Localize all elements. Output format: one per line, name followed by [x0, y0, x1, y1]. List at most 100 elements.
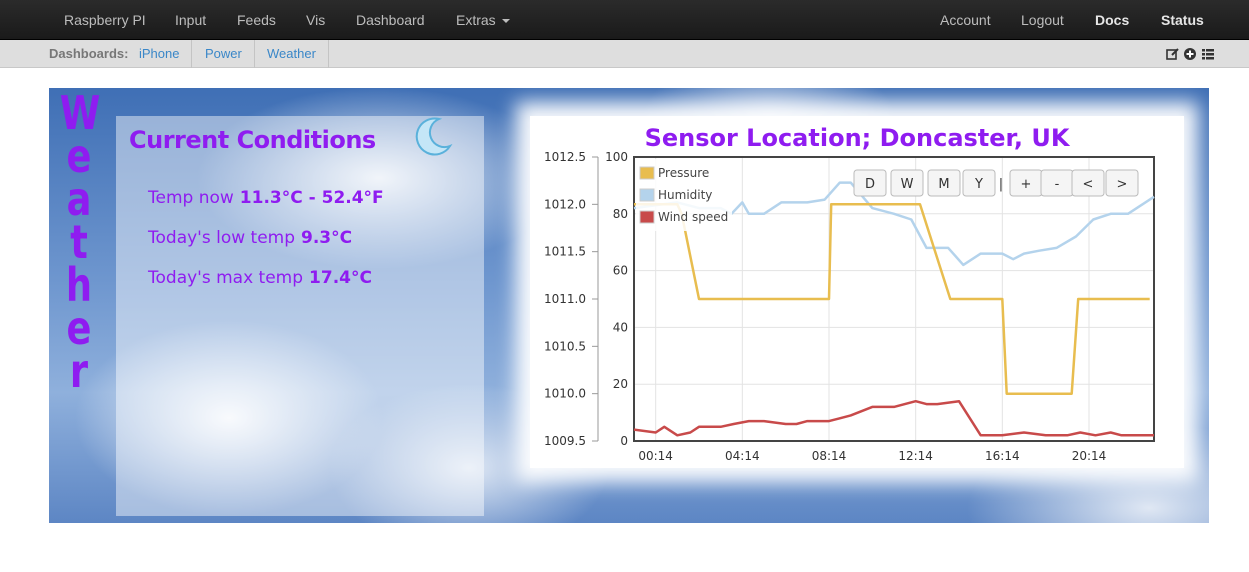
nav-feeds[interactable]: Feeds [237, 12, 276, 28]
y-tick-label-left-axis: 1010.5 [544, 339, 586, 353]
chart-control-button[interactable]: Y [962, 169, 996, 197]
x-tick-label: 08:14 [812, 449, 847, 463]
separator: | [999, 177, 1003, 192]
y-tick-label-left-axis: 1012.5 [544, 150, 586, 164]
max-temp-row: Today's max temp 17.4°C [148, 268, 372, 288]
button-frame [962, 169, 996, 197]
title-letter: r [69, 344, 89, 398]
button-label: M [938, 177, 949, 192]
button-label: D [865, 177, 875, 192]
title-letter: e [66, 129, 92, 183]
x-tick-label: 00:14 [638, 449, 673, 463]
low-temp-value: 9.3°C [301, 228, 353, 248]
button-label: > [1117, 177, 1128, 192]
x-tick-label: 04:14 [725, 449, 760, 463]
max-temp-label: Today's max temp [148, 268, 304, 288]
button-frame [927, 169, 961, 197]
title-letter: W [59, 88, 101, 140]
y-tick-label-right-axis: 60 [613, 264, 628, 278]
nav-docs[interactable]: Docs [1095, 12, 1130, 28]
button-label: Y [974, 177, 983, 192]
legend-label: Wind speed [658, 210, 728, 224]
chart-control-button[interactable]: - [1040, 169, 1074, 197]
legend-label: Pressure [658, 166, 709, 180]
temp-now-value: 11.3°C - 52.4°F [239, 188, 384, 208]
chart-control-button[interactable]: + [1009, 169, 1043, 197]
y-tick-label-left-axis: 1011.0 [544, 292, 586, 306]
nav-dashboard[interactable]: Dashboard [356, 12, 425, 28]
legend-label: Humidity [658, 188, 712, 202]
title-letter: t [70, 215, 88, 269]
current-conditions-title: Current Conditions [129, 126, 376, 154]
low-temp-row: Today's low temp 9.3°C [148, 228, 352, 248]
max-temp-value: 17.4°C [309, 268, 372, 288]
y-tick-label-left-axis: 1010.0 [544, 387, 586, 401]
temp-now-label: Temp now [148, 188, 234, 208]
chart-control-button[interactable]: M [927, 169, 961, 197]
low-temp-label: Today's low temp [148, 228, 296, 248]
chart-series [633, 181, 1155, 437]
chart-control-button[interactable]: < [1071, 169, 1105, 197]
weather-dashboard-panel: W e a t h e r Current Conditions Temp no… [49, 88, 1209, 523]
multigraph-chart[interactable]: 100 80 60 40 20 0 1012.5 1012.0 1011.5 1011.0 1010… [530, 116, 1184, 468]
y-tick-label-right-axis: 80 [613, 207, 628, 221]
legend-swatch [639, 210, 655, 224]
chart-control-button[interactable]: W [890, 169, 924, 197]
dashboards-bar: Dashboards: iPhone Power Weather [0, 40, 1249, 68]
plot-border [633, 156, 1155, 442]
temp-now-row: Temp now 11.3°C - 52.4°F [148, 188, 384, 208]
nav-account[interactable]: Account [940, 12, 991, 28]
series-line-wind-speed [633, 399, 1154, 437]
series-line-humidity [633, 181, 1155, 267]
x-tick-label: 20:14 [1072, 449, 1107, 463]
nav-raspberry-pi[interactable]: Raspberry PI [64, 12, 146, 28]
dashboard-link-weather[interactable]: Weather [255, 40, 329, 68]
edit-icon[interactable] [1166, 47, 1180, 61]
chart-legend: Pressure Humidity Wind speed [636, 159, 732, 231]
chart-axes: 100 80 60 40 20 0 1012.5 1012.0 1011.5 1011.0 1010… [544, 150, 1155, 463]
title-letter: h [65, 258, 93, 312]
legend-swatch [639, 166, 655, 180]
button-label: + [1021, 177, 1032, 192]
nav-extras[interactable]: Extras [456, 0, 510, 40]
list-icon[interactable] [1201, 47, 1215, 61]
y-tick-label-left-axis: 1012.0 [544, 197, 586, 211]
title-letter: a [66, 172, 92, 226]
chevron-down-icon [501, 19, 510, 24]
button-frame [890, 169, 924, 197]
button-frame [1071, 169, 1105, 197]
y-tick-label-right-axis: 40 [613, 320, 628, 334]
button-label: W [901, 177, 914, 192]
y-tick-label-left-axis: 1011.5 [544, 245, 586, 259]
nav-vis[interactable]: Vis [306, 12, 326, 28]
chart-controls: D W M Y + - < > | [853, 169, 1139, 197]
weather-vertical-title: W e a t h e r [55, 88, 103, 398]
y-tick-label-right-axis: 20 [613, 377, 628, 391]
button-label: - [1055, 177, 1060, 192]
nav-input[interactable]: Input [175, 12, 207, 28]
chart-control-button[interactable]: > [1105, 169, 1139, 197]
button-label: < [1083, 177, 1094, 192]
moon-icon [415, 117, 453, 156]
dashboards-label: Dashboards: [49, 46, 129, 61]
y-tick-label-right-axis: 100 [605, 150, 628, 164]
y-tick-label-right-axis: 0 [620, 434, 628, 448]
nav-extras-label: Extras [456, 12, 496, 28]
dashboard-link-power[interactable]: Power [193, 40, 255, 68]
legend-swatch [639, 188, 655, 202]
current-conditions-panel: Current Conditions Temp now 11.3°C - 52.4… [116, 116, 484, 516]
x-tick-label: 16:14 [985, 449, 1020, 463]
dashboard-link-iphone[interactable]: iPhone [127, 40, 193, 68]
sensor-chart-panel: Sensor Location; Doncaster, UK 100 80 60 40… [530, 116, 1184, 468]
button-frame [1105, 169, 1139, 197]
series-line-pressure [634, 203, 1150, 395]
y-tick-label-left-axis: 1009.5 [544, 434, 586, 448]
nav-status[interactable]: Status [1161, 12, 1204, 28]
sensor-location-title: Sensor Location; Doncaster, UK [644, 124, 1070, 152]
x-tick-label: 12:14 [898, 449, 933, 463]
add-icon[interactable] [1183, 47, 1197, 61]
nav-logout[interactable]: Logout [1021, 12, 1064, 28]
button-frame [853, 169, 887, 197]
top-navbar: Raspberry PI Input Feeds Vis Dashboard E… [0, 0, 1249, 40]
chart-control-button[interactable]: D [853, 169, 887, 197]
